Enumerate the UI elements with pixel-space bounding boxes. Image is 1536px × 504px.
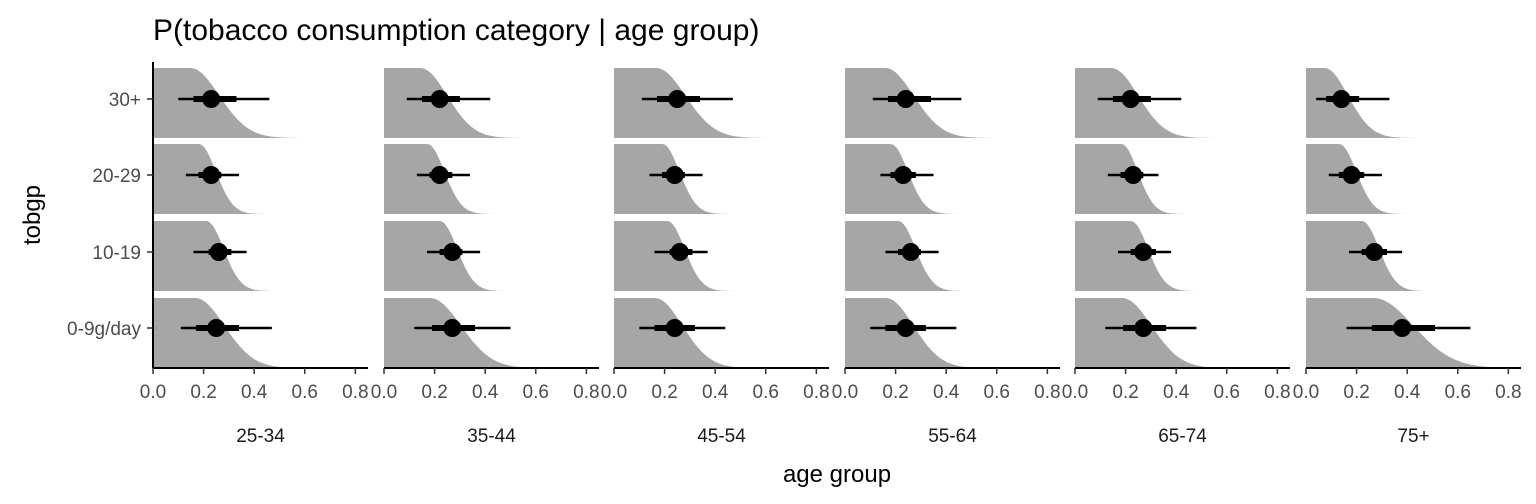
x-tick-label: 0.2 [651, 382, 677, 403]
x-tick-label: 0.6 [292, 382, 318, 403]
median-point [901, 243, 920, 261]
median-point [1393, 319, 1412, 337]
median-point [1365, 243, 1384, 261]
plot-area: 0.0 0.2 0.4 0.6 0.8 25-34 0.0 0.2 0.4 0.6 0.8 35-44… [67, 62, 1522, 447]
facet-label: 75+ [1397, 426, 1429, 447]
x-tick-label: 0.4 [933, 382, 960, 403]
x-tick-label: 0.6 [523, 382, 549, 403]
density-slab [153, 68, 368, 138]
median-point [443, 319, 462, 337]
x-tick-label: 0.8 [342, 382, 368, 403]
x-tick-label: 0.2 [1343, 382, 1369, 403]
median-point [665, 319, 684, 337]
x-tick-label: 0.0 [1293, 382, 1319, 403]
y-tick-label: 20-29 [92, 166, 141, 187]
density-slab [1075, 68, 1290, 138]
y-tick-label: 0-9g/day [67, 319, 141, 340]
median-point [1342, 166, 1361, 184]
facet-label: 65-74 [1158, 426, 1207, 447]
density-slab [845, 298, 1060, 368]
median-point [202, 166, 221, 184]
density-slab [1306, 298, 1521, 368]
x-tick-label: 0.6 [1214, 382, 1240, 403]
median-point [665, 166, 684, 184]
density-slab [614, 68, 829, 138]
density-slab [153, 221, 368, 291]
facet-label: 35-44 [467, 426, 516, 447]
y-tick-label: 30+ [109, 90, 141, 111]
x-tick-label: 0.0 [832, 382, 858, 403]
density-slab [845, 68, 1060, 138]
density-slab [1306, 68, 1521, 138]
density-slab [1306, 221, 1521, 291]
x-tick-label: 0.8 [1264, 382, 1290, 403]
x-tick-label: 0.2 [190, 382, 216, 403]
density-slab [845, 144, 1060, 214]
x-tick-label: 0.6 [753, 382, 779, 403]
facet-label: 55-64 [928, 426, 977, 447]
x-tick-label: 0.2 [1112, 382, 1138, 403]
density-slab [1075, 221, 1290, 291]
median-point [894, 166, 913, 184]
median-point [207, 319, 226, 337]
x-tick-label: 0.4 [1163, 382, 1190, 403]
median-point [209, 243, 228, 261]
density-slab [384, 298, 599, 368]
median-point [443, 243, 462, 261]
x-tick-label: 0.0 [601, 382, 627, 403]
x-tick-label: 0.0 [371, 382, 397, 403]
density-slab [1306, 144, 1521, 214]
density-slab [384, 68, 599, 138]
density-slab [614, 298, 829, 368]
facet-label: 25-34 [236, 426, 285, 447]
median-point [1121, 90, 1140, 108]
y-axis-title: tobgp [19, 185, 46, 245]
x-tick-label: 0.2 [421, 382, 447, 403]
x-tick-label: 0.4 [1394, 382, 1421, 403]
median-point [1332, 90, 1351, 108]
x-tick-label: 0.2 [882, 382, 908, 403]
density-slab [1075, 144, 1290, 214]
facet-label: 45-54 [697, 426, 746, 447]
x-tick-label: 0.6 [984, 382, 1010, 403]
median-point [430, 90, 449, 108]
x-tick-label: 0.4 [702, 382, 729, 403]
x-tick-label: 0.8 [1495, 382, 1521, 403]
median-point [430, 166, 449, 184]
x-tick-label: 0.8 [803, 382, 829, 403]
x-tick-label: 0.4 [472, 382, 499, 403]
median-point [668, 90, 687, 108]
x-axis-title: age group [783, 461, 891, 488]
median-point [1134, 243, 1153, 261]
x-tick-label: 0.0 [140, 382, 166, 403]
chart-title: P(tobacco consumption category | age gro… [153, 14, 759, 47]
median-point [1134, 319, 1153, 337]
density-slab [845, 221, 1060, 291]
median-point [896, 90, 915, 108]
x-tick-label: 0.4 [241, 382, 268, 403]
density-slab [153, 298, 368, 368]
median-point [1124, 166, 1143, 184]
density-slab [614, 144, 829, 214]
density-slab [1075, 298, 1290, 368]
x-tick-label: 0.6 [1445, 382, 1471, 403]
x-tick-label: 0.8 [573, 382, 599, 403]
density-slab [384, 221, 599, 291]
y-tick-label: 10-19 [92, 243, 141, 264]
density-slab [153, 144, 368, 214]
median-point [896, 319, 915, 337]
median-point [670, 243, 689, 261]
density-slab [384, 144, 599, 214]
median-point [202, 90, 221, 108]
x-tick-label: 0.0 [1062, 382, 1088, 403]
density-slab [614, 221, 829, 291]
x-tick-label: 0.8 [1034, 382, 1060, 403]
